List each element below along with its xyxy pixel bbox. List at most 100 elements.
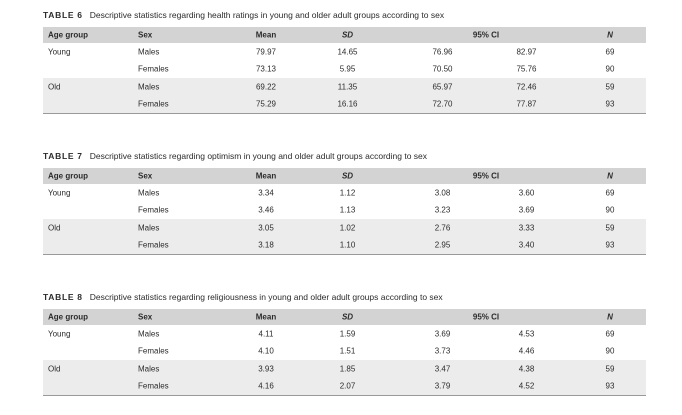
table-row: Young Males 79.97 14.65 76.96 82.97 69 [43, 43, 646, 61]
column-header-ci: 95% CI [472, 171, 500, 181]
table-caption: TABLE 8 Descriptive statistics regarding … [43, 291, 646, 303]
cell-sex: Females [138, 346, 169, 356]
table-label: TABLE 6 [43, 10, 83, 20]
cell-n: 59 [605, 364, 615, 374]
cell-ci-high: 3.69 [518, 205, 535, 215]
table-row: Females 3.18 1.10 2.95 3.40 93 [43, 236, 646, 254]
cell-n: 90 [605, 205, 615, 215]
table-row: Old Males 3.05 1.02 2.76 3.33 59 [43, 219, 646, 237]
cell-ci-high: 4.38 [518, 364, 535, 374]
cell-mean: 75.29 [255, 99, 277, 109]
cell-ci-high: 82.97 [516, 47, 537, 57]
table-grid: Age group Sex Mean SD 95% CI N Young Males 79.97… [43, 27, 646, 114]
table-grid: Age group Sex Mean SD 95% CI N Young Males 4.11 1… [43, 309, 646, 396]
cell-sd: 1.51 [339, 346, 356, 356]
cell-ci-high: 4.52 [518, 381, 535, 391]
table-row: Old Males 69.22 11.35 65.97 72.46 59 [43, 78, 646, 96]
table-row: Females 3.46 1.13 3.23 3.69 90 [43, 202, 646, 220]
cell-sex: Females [138, 205, 169, 215]
cell-sex: Males [138, 364, 160, 374]
cell-sex: Females [138, 240, 169, 250]
cell-n: 69 [605, 329, 615, 339]
column-header-group: Age group [48, 30, 88, 40]
cell-ci-low: 3.47 [434, 364, 451, 374]
cell-ci-low: 70.50 [432, 64, 453, 74]
table-title: Descriptive statistics regarding health … [89, 10, 445, 20]
cell-ci-low: 3.79 [434, 381, 451, 391]
cell-ci-low: 3.08 [434, 188, 451, 198]
cell-sd: 1.13 [339, 205, 356, 215]
cell-sd: 5.95 [339, 64, 356, 74]
cell-n: 90 [605, 346, 615, 356]
cell-ci-low: 76.96 [432, 47, 453, 57]
cell-mean: 3.93 [258, 364, 274, 374]
cell-ci-low: 2.76 [434, 223, 451, 233]
cell-sex: Males [138, 47, 160, 57]
table-caption: TABLE 6 Descriptive statistics regarding … [43, 9, 646, 21]
cell-sd: 1.59 [339, 329, 356, 339]
cell-mean: 69.22 [255, 82, 277, 92]
column-header-group: Age group [48, 312, 88, 322]
column-header-mean: Mean [255, 312, 277, 322]
cell-group: Old [48, 364, 61, 374]
table-8: TABLE 8 Descriptive statistics regarding … [43, 291, 646, 396]
cell-mean: 73.13 [255, 64, 277, 74]
cell-sd: 1.10 [339, 240, 356, 250]
column-header-n: N [607, 30, 613, 40]
cell-sd: 1.85 [339, 364, 356, 374]
cell-n: 69 [605, 47, 615, 57]
cell-sex: Males [138, 82, 160, 92]
cell-sex: Males [138, 329, 160, 339]
table-label: TABLE 7 [43, 151, 83, 161]
cell-n: 93 [605, 381, 615, 391]
table-header-row: Age group Sex Mean SD 95% CI N [43, 168, 646, 184]
cell-ci-high: 3.60 [518, 188, 535, 198]
cell-mean: 4.11 [258, 329, 274, 339]
column-header-sd: SD [341, 312, 354, 322]
column-header-sd: SD [341, 171, 354, 181]
cell-n: 59 [605, 223, 615, 233]
cell-mean: 3.34 [258, 188, 274, 198]
table-title: Descriptive statistics regarding optimis… [89, 151, 428, 161]
cell-group: Young [48, 329, 71, 339]
cell-sex: Males [138, 223, 160, 233]
table-row: Females 4.16 2.07 3.79 4.52 93 [43, 377, 646, 395]
table-title: Descriptive statistics regarding religio… [89, 292, 443, 302]
cell-ci-high: 77.87 [516, 99, 537, 109]
cell-sd: 14.65 [337, 47, 358, 57]
column-header-ci: 95% CI [472, 312, 500, 322]
column-header-mean: Mean [255, 30, 277, 40]
cell-group: Old [48, 82, 61, 92]
table-row: Females 73.13 5.95 70.50 75.76 90 [43, 61, 646, 79]
column-header-n: N [607, 171, 613, 181]
cell-mean: 4.16 [258, 381, 274, 391]
cell-sd: 1.12 [339, 188, 356, 198]
table-row: Females 75.29 16.16 72.70 77.87 93 [43, 95, 646, 113]
table-row: Young Males 3.34 1.12 3.08 3.60 69 [43, 184, 646, 202]
cell-ci-low: 72.70 [432, 99, 453, 109]
cell-sd: 2.07 [339, 381, 356, 391]
column-header-mean: Mean [255, 171, 277, 181]
cell-sd: 11.35 [337, 82, 358, 92]
table-label: TABLE 8 [43, 292, 83, 302]
cell-ci-high: 75.76 [516, 64, 537, 74]
cell-ci-low: 2.95 [434, 240, 451, 250]
column-header-ci: 95% CI [472, 30, 500, 40]
cell-ci-high: 3.33 [518, 223, 535, 233]
cell-mean: 4.10 [258, 346, 274, 356]
cell-ci-low: 3.69 [434, 329, 451, 339]
cell-sd: 16.16 [337, 99, 358, 109]
cell-sex: Females [138, 99, 169, 109]
cell-mean: 79.97 [255, 47, 277, 57]
cell-group: Young [48, 188, 71, 198]
cell-mean: 3.18 [258, 240, 274, 250]
table-caption: TABLE 7 Descriptive statistics regarding … [43, 150, 646, 162]
cell-ci-low: 3.73 [434, 346, 451, 356]
cell-mean: 3.46 [258, 205, 274, 215]
cell-mean: 3.05 [258, 223, 274, 233]
table-grid: Age group Sex Mean SD 95% CI N Young Males 3.34 1… [43, 168, 646, 255]
cell-ci-low: 3.23 [434, 205, 451, 215]
column-header-group: Age group [48, 171, 88, 181]
cell-ci-high: 72.46 [516, 82, 537, 92]
cell-ci-high: 4.46 [518, 346, 535, 356]
